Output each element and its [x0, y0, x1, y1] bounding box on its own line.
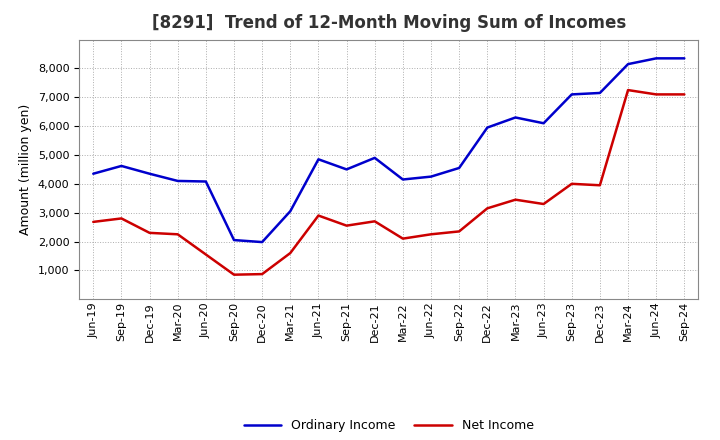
Net Income — [370, 219, 379, 224]
Title: [8291]  Trend of 12-Month Moving Sum of Incomes: [8291] Trend of 12-Month Moving Sum of I… — [152, 15, 626, 33]
Ordinary Income — [455, 165, 464, 171]
Ordinary Income — [117, 163, 126, 169]
Net Income — [455, 229, 464, 234]
Net Income — [286, 250, 294, 256]
Ordinary Income — [342, 167, 351, 172]
Y-axis label: Amount (million yen): Amount (million yen) — [19, 104, 32, 235]
Ordinary Income — [174, 178, 182, 183]
Net Income — [567, 181, 576, 187]
Net Income — [624, 88, 632, 93]
Ordinary Income — [483, 125, 492, 130]
Net Income — [342, 223, 351, 228]
Net Income — [595, 183, 604, 188]
Net Income — [399, 236, 408, 241]
Net Income — [174, 231, 182, 237]
Ordinary Income — [370, 155, 379, 161]
Net Income — [680, 92, 688, 97]
Line: Ordinary Income: Ordinary Income — [94, 59, 684, 242]
Ordinary Income — [567, 92, 576, 97]
Ordinary Income — [399, 177, 408, 182]
Ordinary Income — [680, 56, 688, 61]
Ordinary Income — [230, 238, 238, 243]
Ordinary Income — [595, 90, 604, 95]
Ordinary Income — [258, 239, 266, 245]
Legend: Ordinary Income, Net Income: Ordinary Income, Net Income — [239, 414, 539, 437]
Net Income — [314, 213, 323, 218]
Net Income — [117, 216, 126, 221]
Net Income — [230, 272, 238, 277]
Net Income — [427, 231, 436, 237]
Ordinary Income — [511, 115, 520, 120]
Net Income — [483, 205, 492, 211]
Ordinary Income — [539, 121, 548, 126]
Ordinary Income — [286, 209, 294, 214]
Net Income — [652, 92, 660, 97]
Net Income — [539, 202, 548, 207]
Ordinary Income — [652, 56, 660, 61]
Ordinary Income — [314, 157, 323, 162]
Ordinary Income — [145, 171, 154, 176]
Line: Net Income: Net Income — [94, 90, 684, 275]
Net Income — [145, 230, 154, 235]
Ordinary Income — [624, 62, 632, 67]
Net Income — [258, 271, 266, 277]
Net Income — [89, 219, 98, 224]
Ordinary Income — [202, 179, 210, 184]
Ordinary Income — [427, 174, 436, 179]
Ordinary Income — [89, 171, 98, 176]
Net Income — [511, 197, 520, 202]
